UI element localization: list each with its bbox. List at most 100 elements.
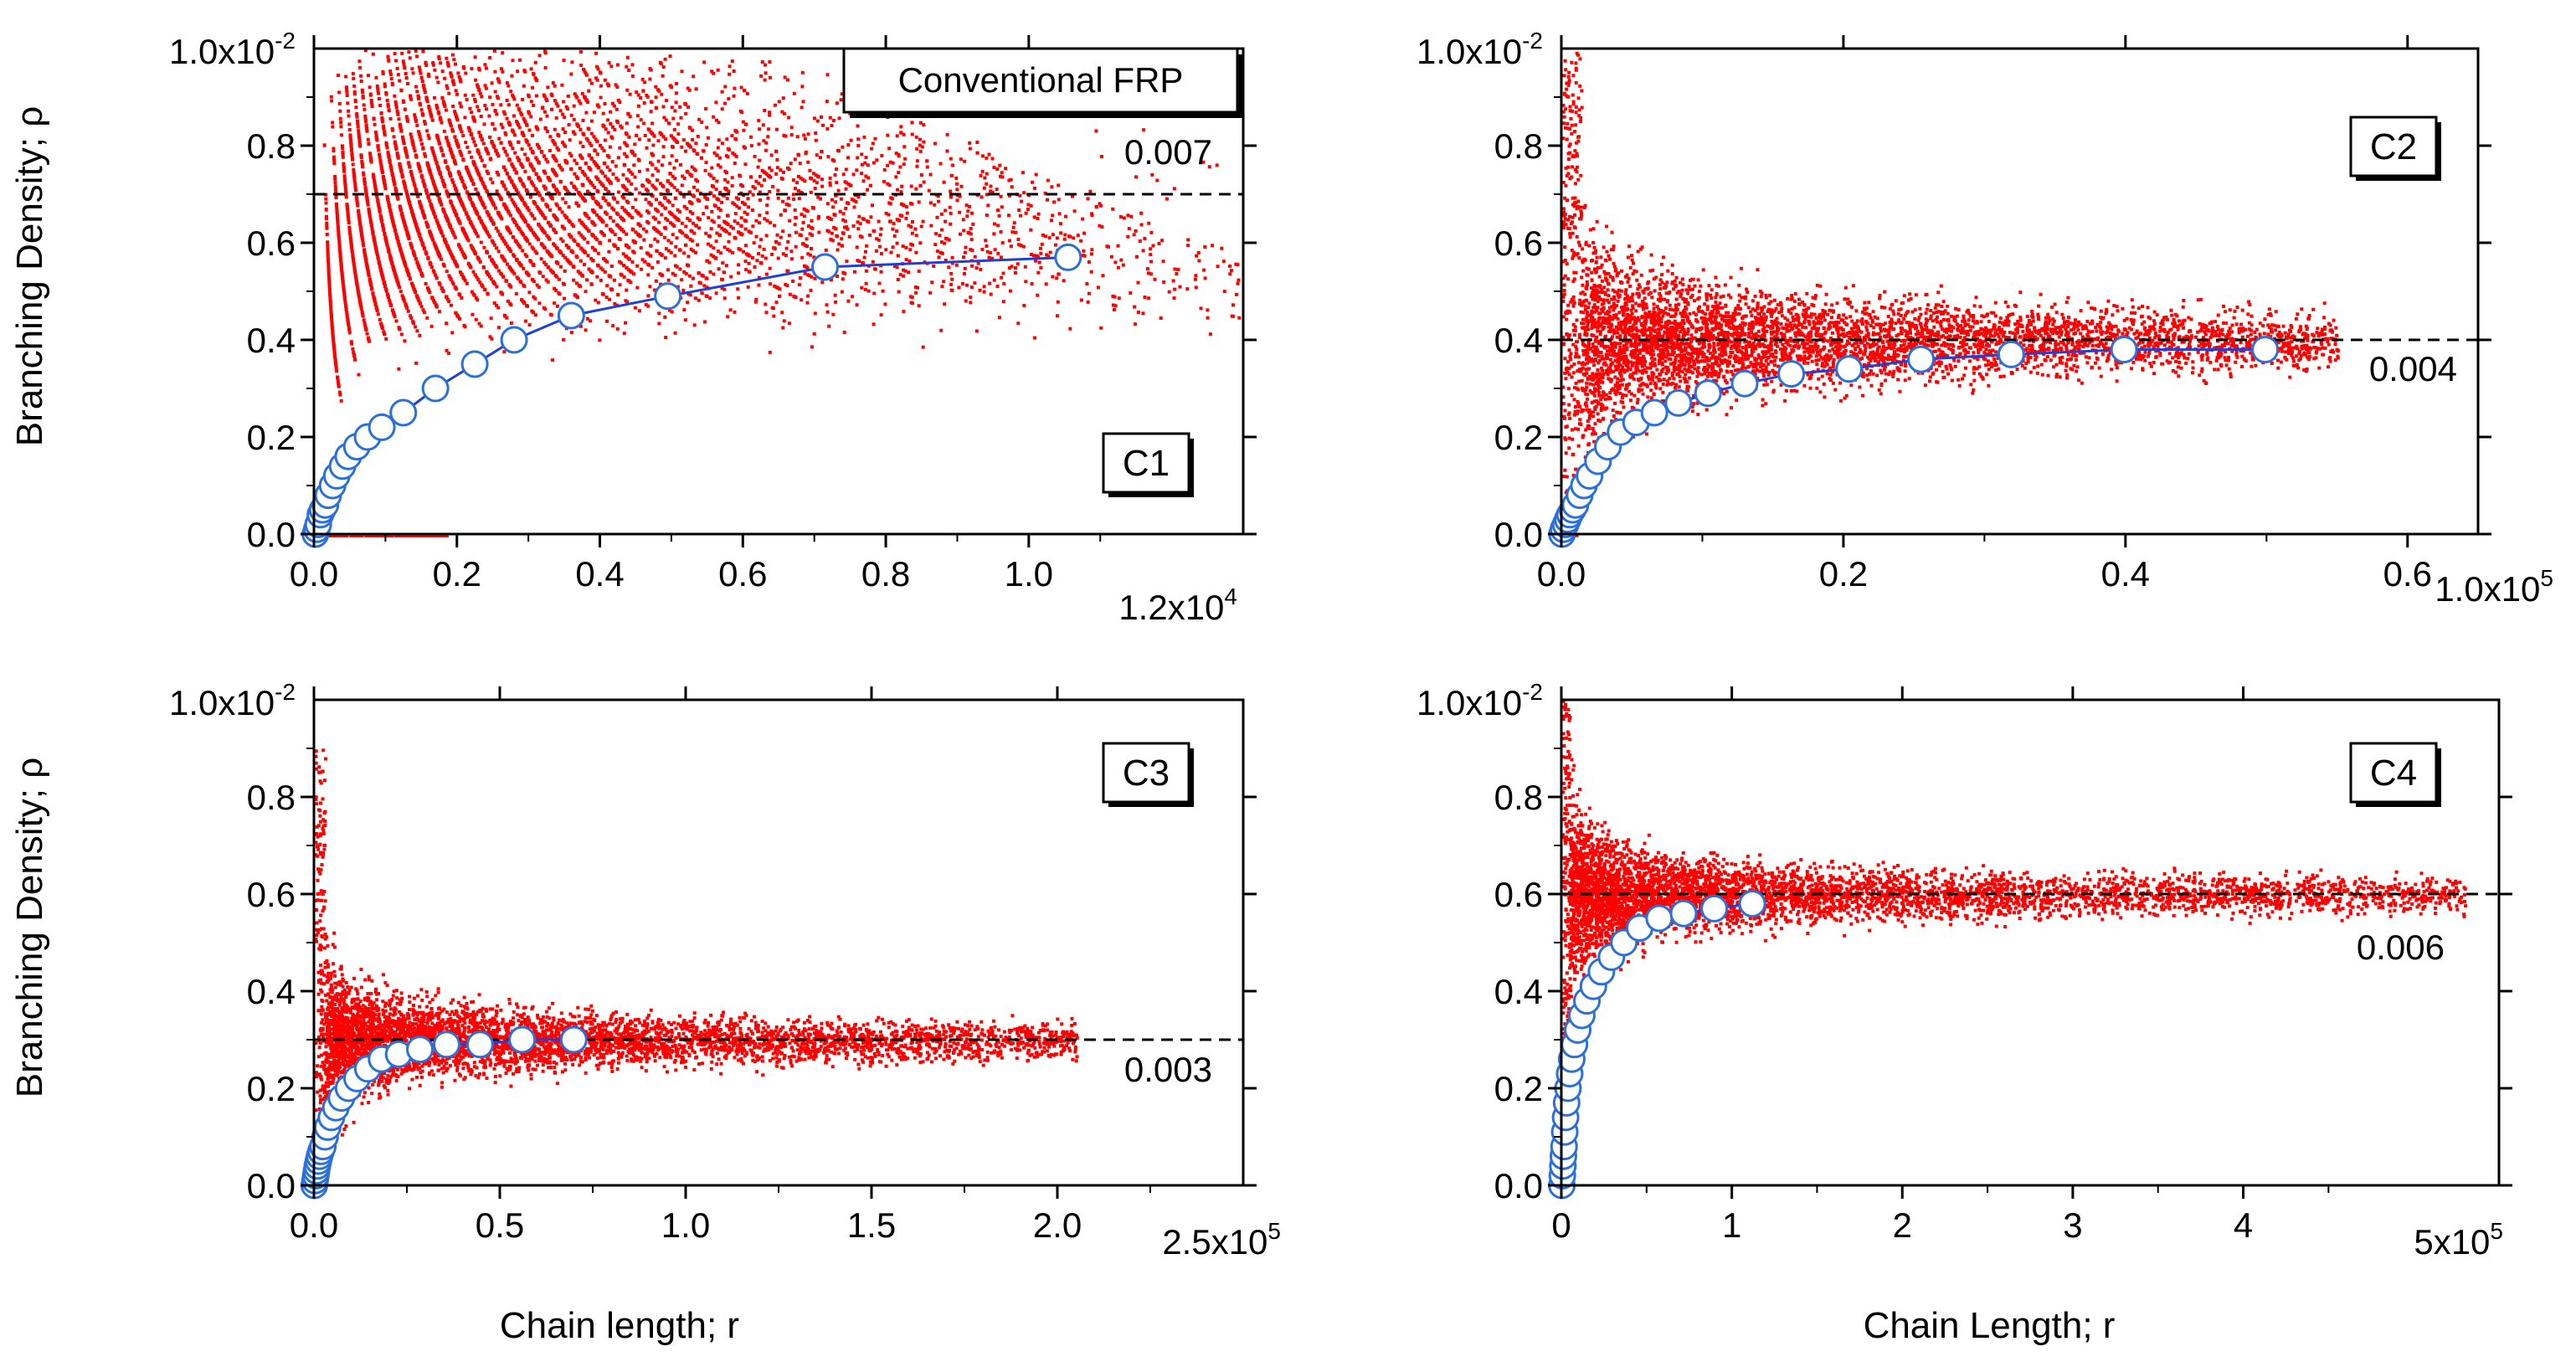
c4-y-tick-label: 0.4	[1494, 972, 1543, 1011]
c4-average-point	[1669, 899, 1698, 928]
c3-y-tick-label: 0.0	[247, 1166, 296, 1205]
c1-x-scale-label: 1.2x104	[1118, 583, 1237, 627]
c1-average-point	[368, 413, 396, 441]
c2-y-tick-label: 0.4	[1494, 321, 1543, 360]
c2-y-scale-label: 1.0x10-2	[1417, 28, 1543, 71]
c2-y-tick-label: 0.0	[1494, 515, 1543, 554]
c4-panel-label-box	[2349, 742, 2438, 804]
c2-scatter-points	[1561, 51, 2340, 537]
c3-y-scale-label: 1.0x10-2	[169, 679, 296, 722]
c1-x-tick-label: 0.8	[861, 554, 910, 594]
c4-x-scale-label: 5x105	[2414, 1218, 2503, 1262]
c2-x-tick-label: 0.0	[1537, 554, 1586, 594]
c2-x-scale-exponent: 5	[2540, 565, 2553, 591]
c3-y-tick-label: 0.4	[247, 972, 296, 1011]
c4-y-tick-label: 0.6	[1494, 875, 1543, 914]
c1-average-point	[460, 350, 489, 378]
c2-x-tick-label: 0.4	[2101, 554, 2150, 594]
c3-panel-label: C3	[1102, 742, 1194, 807]
c2-y-tick-label: 0.2	[1494, 418, 1543, 457]
row-ylabel-top: Branching Density; ρ	[9, 106, 50, 447]
c4-y-scale-label: 1.0x10-2	[1417, 679, 1543, 722]
c1-panel: 0.0 0.2 0.4 0.6 0.8 1.0x10-2 0.0 0.2 0.4 0.6 0.8 1.…	[169, 28, 1257, 627]
c3-average-point	[559, 1025, 588, 1054]
c1-legend: Conventional FRP	[842, 47, 1243, 118]
c2-average-point	[1640, 398, 1668, 427]
c1-x-scale-exponent: 4	[1224, 583, 1237, 609]
c3-panel-label-text: C3	[1123, 753, 1170, 794]
c2-average-point	[1907, 345, 1936, 373]
c1-y-tick-label: 0.8	[247, 126, 296, 166]
c3-y-tick-label: 0.6	[247, 875, 296, 914]
c3-x-tick-label: 0.5	[476, 1205, 524, 1245]
c2-average-line	[1561, 348, 2265, 535]
c2-average-point	[1835, 355, 1864, 383]
c1-y-tick-label: 0.2	[247, 418, 296, 457]
c3-panel-label-box	[1102, 742, 1190, 804]
c4-panel: 0.0 0.2 0.4 0.6 0.8 1.0x10-2 0 1 2 3 4 5x105 0.006 C4	[1417, 679, 2512, 1262]
c2-panel-label-box	[2349, 116, 2438, 177]
c1-panel-label-text: C1	[1123, 443, 1170, 484]
c3-average-point	[406, 1036, 434, 1064]
c1-reference-label: 0.007	[1124, 132, 1212, 172]
c1-average-point	[500, 326, 528, 354]
c2-y-scale-exponent: -2	[1522, 28, 1543, 54]
c1-y-scale-exponent: -2	[275, 28, 296, 54]
c1-average-point	[389, 398, 418, 427]
c1-x-tick-label: 0.2	[433, 554, 481, 594]
panels-group: 0.0 0.2 0.4 0.6 0.8 1.0x10-2 0.0 0.2 0.4 0.6 0.8 1.…	[169, 28, 2553, 1262]
c2-panel: 0.00.20.40.60.81.0x10-20.00.20.40.60.81.…	[1417, 28, 2553, 609]
c2-average-point	[1730, 369, 1759, 398]
c3-average-point	[465, 1030, 494, 1059]
c4-y-tick-label: 0.2	[1494, 1069, 1543, 1108]
c1-legend-box	[842, 47, 1239, 114]
c1-y-tick-label: 0.4	[247, 321, 296, 360]
c2-average-point	[2251, 336, 2280, 364]
c2-y-tick-label: 0.8	[1494, 126, 1543, 166]
c1-average-point	[1054, 243, 1082, 271]
c3-x-scale-label: 2.5x105	[1162, 1218, 1281, 1262]
c2-average-point	[1694, 379, 1722, 408]
c2-y-tick-label: 0.6	[1494, 224, 1543, 263]
c3-scatter-points	[314, 748, 1079, 1189]
c1-x-tick-label: 0.4	[575, 554, 624, 594]
c1-average-point	[654, 282, 682, 311]
c1-x-tick-label: 1.0	[1005, 554, 1053, 594]
c2-x-tick-label: 0.6	[2383, 554, 2432, 594]
c3-panel: 0.0 0.2 0.4 0.6 0.8 1.0x10-2 0.0 0.5 1.0 1.5 2.0 2.…	[169, 679, 1281, 1262]
c4-average-point	[1645, 904, 1674, 933]
c4-panel-label-text: C4	[2370, 753, 2417, 794]
c4-y-scale-exponent: -2	[1522, 679, 1543, 705]
c3-reference-label: 0.003	[1124, 1050, 1212, 1089]
c3-x-tick-label: 1.0	[661, 1205, 710, 1245]
c1-legend-text: Conventional FRP	[898, 60, 1184, 100]
c1-y-tick-label: 0.6	[247, 224, 296, 263]
c4-panel-label: C4	[2349, 742, 2441, 807]
c4-x-scale-exponent: 5	[2490, 1218, 2503, 1244]
c4-x-tick-label: 0	[1551, 1205, 1571, 1245]
c1-x-tick-label: 0.6	[718, 554, 767, 594]
c2-average-point	[2110, 336, 2138, 364]
c1-y-tick-label: 0.0	[247, 515, 296, 554]
xlabel-right: Chain Length; r	[1864, 1305, 2116, 1346]
c4-x-tick-label: 4	[2234, 1205, 2253, 1245]
c3-average-point	[433, 1030, 461, 1059]
c4-average-point	[1738, 890, 1766, 918]
c4-y-tick-label: 0.0	[1494, 1166, 1543, 1205]
c1-scatter-points	[316, 49, 1242, 537]
c2-average-point	[1997, 340, 2025, 368]
c4-x-tick-label: 2	[1893, 1205, 1912, 1245]
c2-x-scale-label: 1.0x105	[2435, 565, 2553, 609]
c1-panel-label-box	[1102, 432, 1190, 494]
c4-y-tick-label: 0.8	[1494, 778, 1543, 817]
c4-average-point	[1700, 894, 1729, 922]
c3-y-tick-label: 0.2	[247, 1069, 296, 1108]
c2-panel-label-text: C2	[2370, 126, 2417, 167]
c4-x-tick-label: 3	[2063, 1205, 2082, 1245]
xlabel-left: Chain length; r	[500, 1305, 739, 1346]
c1-average-point	[557, 301, 585, 330]
c3-y-tick-label: 0.8	[247, 778, 296, 817]
c1-average-point	[421, 374, 450, 403]
c4-scatter-points	[1561, 700, 2468, 1187]
c1-y-scale-label: 1.0x10-2	[169, 28, 296, 71]
